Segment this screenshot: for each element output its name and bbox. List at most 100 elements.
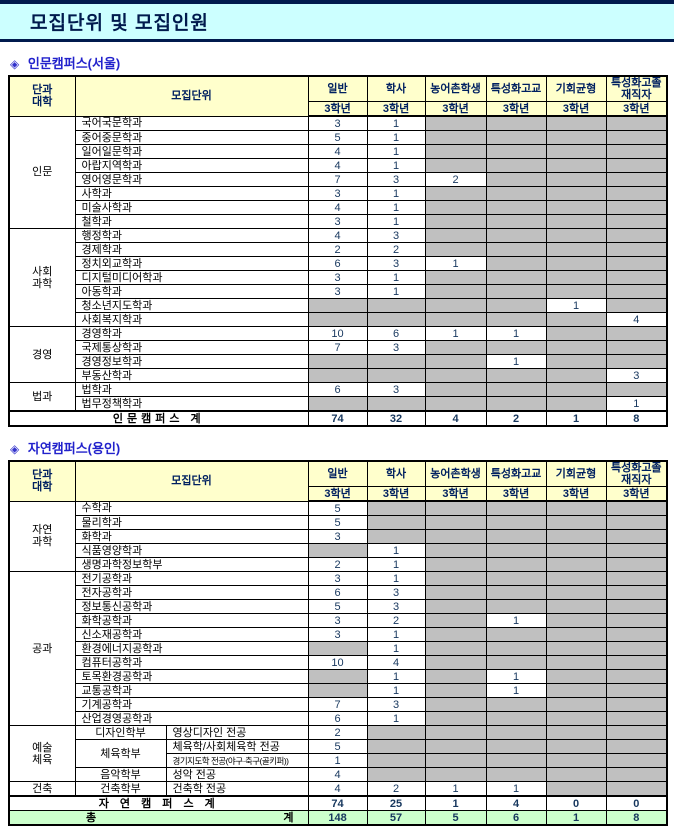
campus-table: 단과 대학 모집단위 일반 학사 농어촌학생 특성화고교 기회균형 특성화고졸 재직자 3학년 3… <box>8 460 669 826</box>
empty-cell <box>605 697 668 712</box>
value-cell: 1 <box>545 410 607 427</box>
empty-cell <box>545 669 607 684</box>
empty-cell <box>545 655 607 670</box>
category-column-header: 기회균형 <box>545 460 607 487</box>
empty-cell <box>307 354 368 369</box>
empty-cell <box>545 214 607 229</box>
table-row: 중어중문학과 5 1 <box>9 130 668 145</box>
value-cell: 57 <box>366 810 426 826</box>
value-cell: 2 <box>424 172 487 187</box>
value-cell: 10 <box>307 655 368 670</box>
empty-cell <box>366 368 426 383</box>
empty-cell <box>485 200 547 215</box>
unit-cell: 부동산학과 <box>74 368 309 383</box>
empty-cell <box>424 186 487 201</box>
empty-cell <box>545 368 607 383</box>
empty-cell <box>605 382 668 397</box>
campus-total-row: 인문캠퍼스 계 74 32 4 2 1 8 <box>8 410 668 427</box>
table-row: 법무정책학과 1 <box>9 396 668 412</box>
table-row: 식품영양학과 1 <box>9 543 668 558</box>
empty-cell <box>485 711 547 726</box>
section-title: 자연캠퍼스(용인) <box>27 441 121 456</box>
value-cell: 1 <box>366 711 426 726</box>
value-cell: 2 <box>307 725 368 740</box>
value-cell: 4 <box>366 655 426 670</box>
value-cell: 1 <box>545 810 607 826</box>
table-row: 사회 과학 행정학과 4 3 <box>8 228 668 327</box>
empty-cell <box>545 200 607 215</box>
campus-total-label: 인문캠퍼스 계 <box>8 410 309 427</box>
value-cell: 1 <box>485 613 547 628</box>
value-cell: 1 <box>424 781 487 797</box>
unit-cell: 산업경영공학과 <box>74 711 309 726</box>
subheader-row: 3학년 3학년 3학년 3학년 3학년 3학년 <box>9 101 668 117</box>
empty-cell <box>545 256 607 271</box>
empty-cell <box>605 284 668 299</box>
category-column-header: 특성화고교 <box>485 75 547 102</box>
table-row: 화학공학과 3 2 1 <box>9 613 668 628</box>
category-column-header: 농어촌학생 <box>424 460 487 487</box>
empty-cell <box>424 396 487 412</box>
empty-cell <box>485 144 547 159</box>
major-cell: 체육학/사회체육학 전공 <box>165 739 309 754</box>
empty-cell <box>605 158 668 173</box>
value-cell: 3 <box>307 529 368 544</box>
empty-cell <box>485 312 547 327</box>
empty-cell <box>605 711 668 726</box>
empty-cell <box>485 228 547 243</box>
value-cell: 1 <box>424 795 487 811</box>
value-cell: 3 <box>307 571 368 586</box>
empty-cell <box>424 627 487 642</box>
value-cell: 0 <box>605 795 668 811</box>
empty-cell <box>424 753 487 768</box>
unit-cell: 화학과 <box>74 529 309 544</box>
subheader-row: 3학년 3학년 3학년 3학년 3학년 3학년 <box>9 486 668 502</box>
value-cell: 3 <box>307 270 368 285</box>
value-cell: 3 <box>366 340 426 355</box>
value-cell: 1 <box>366 115 426 131</box>
department-cell: 건축학부 <box>74 781 167 797</box>
empty-cell <box>424 228 487 243</box>
empty-cell <box>424 725 487 740</box>
unit-cell: 정보통신공학과 <box>74 599 309 614</box>
empty-cell <box>424 529 487 544</box>
empty-cell <box>485 284 547 299</box>
unit-cell: 토목환경공학과 <box>74 669 309 684</box>
empty-cell <box>307 396 368 412</box>
category-column-header: 일반 <box>307 75 368 102</box>
table-row: 산업경영공학과 6 1 <box>9 711 668 726</box>
empty-cell <box>485 599 547 614</box>
empty-cell <box>485 767 547 782</box>
college-column-header: 단과 대학 <box>8 460 76 502</box>
value-cell: 2 <box>366 242 426 257</box>
empty-cell <box>424 158 487 173</box>
category-column-header: 특성화고졸 재직자 <box>605 460 668 487</box>
value-cell: 10 <box>307 326 368 341</box>
empty-cell <box>545 172 607 187</box>
value-cell: 6 <box>307 382 368 397</box>
table-row: 자연 과학 수학과 5 <box>8 500 668 572</box>
unit-column-header: 모집단위 <box>74 75 309 117</box>
grade-subheader: 3학년 <box>485 101 547 117</box>
college-group-cell: 인문 <box>8 115 76 229</box>
empty-cell <box>545 683 607 698</box>
unit-cell: 신소재공학과 <box>74 627 309 642</box>
table-row: 정보통신공학과 5 3 <box>9 599 668 614</box>
empty-cell <box>424 354 487 369</box>
empty-cell <box>485 382 547 397</box>
empty-cell <box>545 627 607 642</box>
humanities-campus-table: 단과 대학 모집단위 일반 학사 농어촌학생 특성화고교 기회균형 특성화고졸 재직자 3학년 3… <box>8 75 669 427</box>
value-cell: 2 <box>366 781 426 797</box>
empty-cell <box>545 571 607 586</box>
value-cell: 1 <box>485 683 547 698</box>
header-row: 단과 대학 모집단위 일반 학사 농어촌학생 특성화고교 기회균형 특성화고졸 재직자 <box>8 460 668 502</box>
empty-cell <box>545 585 607 600</box>
value-cell: 4 <box>307 767 368 782</box>
empty-cell <box>545 270 607 285</box>
department-cell: 디자인학부 <box>74 725 167 740</box>
empty-cell <box>545 697 607 712</box>
unit-cell: 정치외교학과 <box>74 256 309 271</box>
empty-cell <box>605 214 668 229</box>
empty-cell <box>605 599 668 614</box>
